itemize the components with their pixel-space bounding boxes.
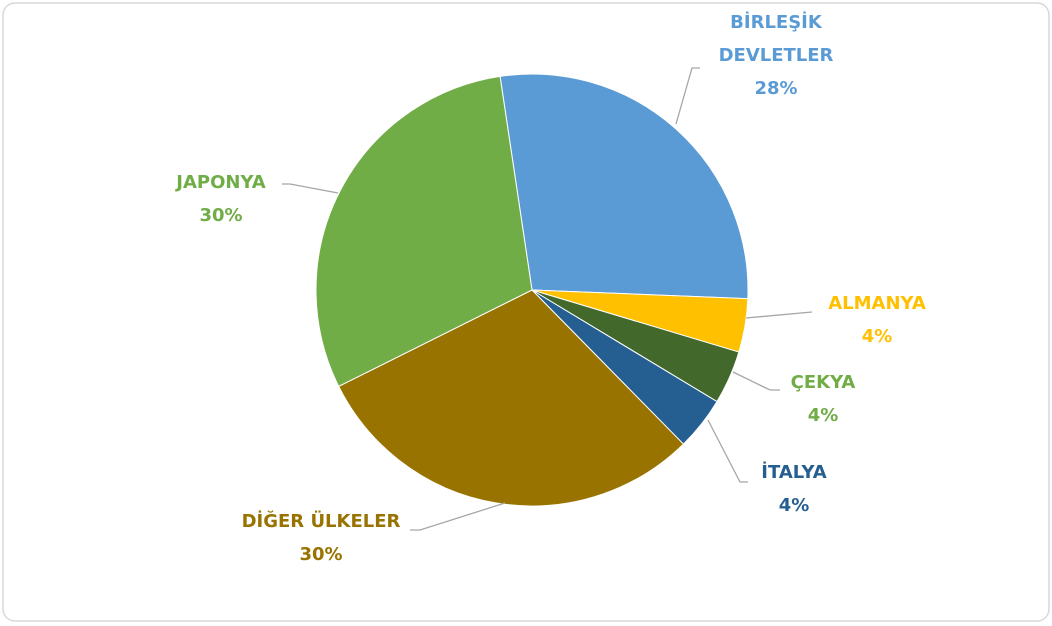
pie-slice [338, 289, 685, 507]
leader-line [745, 311, 813, 319]
leader-line [732, 371, 780, 391]
value-label: 4% [861, 326, 893, 347]
leader-line [410, 502, 506, 531]
value-label: 30% [199, 205, 243, 226]
pie-slice [499, 73, 749, 300]
leader-line [282, 183, 339, 194]
data-label: DİĞER ÜLKELER 30% [242, 505, 401, 571]
value-label: 4% [807, 405, 839, 426]
category-label: DİĞER ÜLKELER [241, 511, 401, 532]
category-label: JAPONYA [176, 172, 266, 193]
value-label: 30% [299, 544, 343, 565]
category-label: BİRLEŞİK DEVLETLER [718, 12, 834, 66]
data-label: ALMANYA 4% [828, 287, 926, 353]
data-label: ÇEKYA 4% [791, 366, 856, 432]
value-label: 28% [754, 78, 798, 99]
pie-slice [315, 75, 533, 388]
leader-line [707, 419, 748, 483]
data-label: JAPONYA 30% [176, 166, 265, 232]
data-label: İTALYA 4% [761, 456, 826, 522]
leader-line [675, 67, 700, 125]
category-label: İTALYA [761, 462, 827, 483]
data-label: BİRLEŞİK DEVLETLER 28% [701, 6, 851, 105]
category-label: ALMANYA [828, 293, 926, 314]
value-label: 4% [778, 495, 810, 516]
category-label: ÇEKYA [790, 372, 856, 393]
